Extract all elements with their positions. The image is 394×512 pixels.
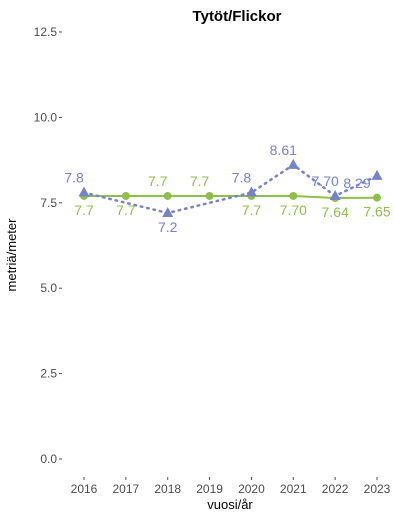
chart-title: Tytöt/Flickor (193, 8, 282, 25)
series-0-line (84, 195, 378, 200)
x-tick-label: 2019 (196, 482, 223, 496)
series-1-line (82, 163, 379, 215)
series-1-point (371, 169, 383, 180)
series-0-data-label: 7.7 (148, 173, 168, 189)
series-1-point (329, 189, 341, 200)
series-1-point (162, 207, 174, 218)
series-1-point (78, 186, 90, 197)
series-1-point (245, 186, 257, 197)
series-0-point (289, 191, 298, 200)
series-0-data-label: 7.7 (242, 202, 262, 218)
series-0-point (163, 191, 172, 200)
x-tick-label: 2023 (364, 482, 391, 496)
x-tick-label: 2018 (154, 482, 181, 496)
y-tick-label: 12.5 (34, 25, 58, 39)
x-tick-label: 2017 (113, 482, 140, 496)
x-tick-label: 2020 (238, 482, 265, 496)
series-1-data-label: 8.61 (270, 142, 297, 158)
series-1-point (287, 158, 299, 169)
data-labels: 7.7 7.7 7.7 7.7 7.7 7.70 7.64 7.65 7.8 7.2 7.8 8.61… (64, 142, 391, 235)
x-tick-label: 2016 (71, 482, 98, 496)
x-axis: 2016 2017 2018 2019 2020 2021 2022 2023 (71, 477, 391, 496)
y-axis-title: metriä/meter (4, 218, 19, 292)
series-0-data-label: 7.64 (322, 204, 349, 220)
y-tick-label: 7.5 (40, 196, 57, 210)
series-0-data-label: 7.7 (74, 202, 94, 218)
series-0-data-label: 7.65 (363, 204, 390, 220)
series-0-data-label: 7.7 (190, 173, 210, 189)
y-axis: 0.0 2.5 5.0 7.5 10.0 12.5 (34, 25, 62, 466)
series-0-point (121, 191, 130, 200)
y-tick-label: 2.5 (40, 367, 57, 381)
x-axis-title: vuosi/år (207, 497, 253, 512)
series-1-data-label: 7.8 (232, 170, 252, 186)
series-0-point (205, 191, 214, 200)
y-tick-label: 0.0 (40, 452, 57, 466)
series-0-data-label: 7.70 (280, 202, 307, 218)
x-tick-label: 2021 (280, 482, 307, 496)
series-0-data-label: 7.7 (116, 202, 136, 218)
series-0-point (373, 193, 381, 202)
series-1-data-label: 7.2 (158, 219, 178, 235)
x-tick-label: 2022 (322, 482, 349, 496)
series-layer (78, 158, 383, 218)
y-tick-label: 10.0 (34, 110, 58, 124)
series-1-data-label: 7.70 (312, 173, 339, 189)
series-1-data-label: 7.8 (64, 170, 84, 186)
series-1-data-label: 8.29 (343, 175, 370, 191)
y-tick-label: 5.0 (40, 281, 57, 295)
